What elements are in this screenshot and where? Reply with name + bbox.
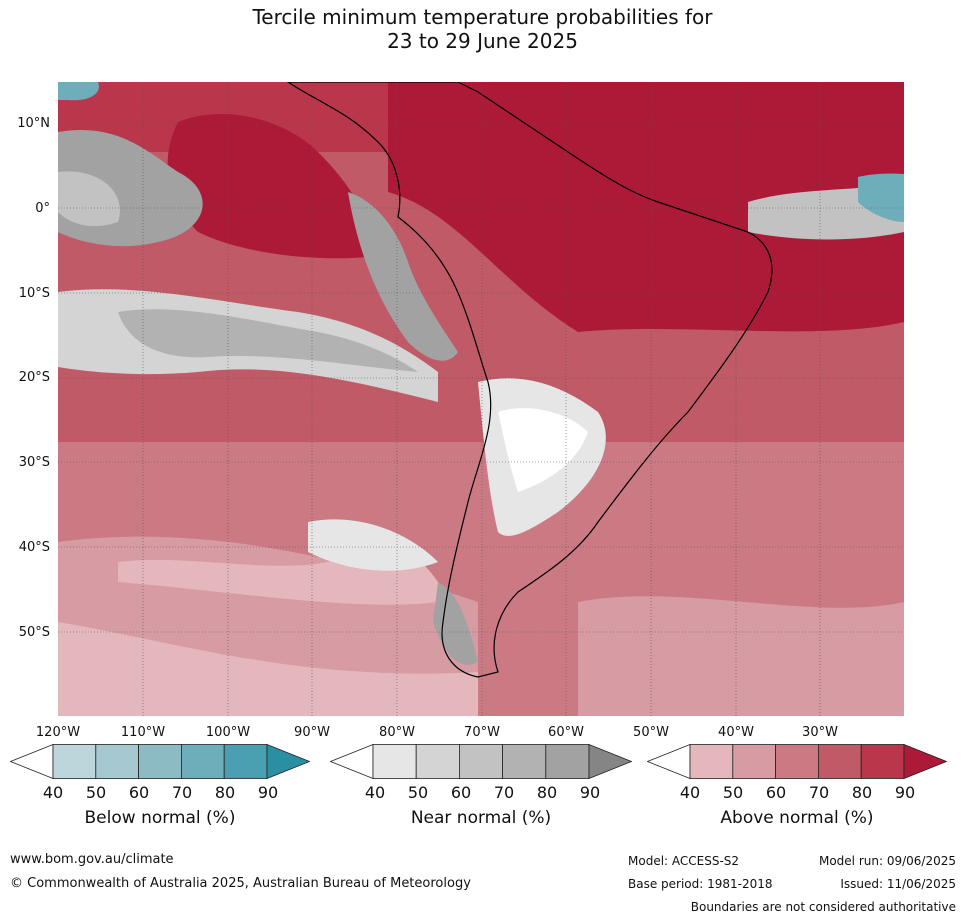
colorbar-high-extend xyxy=(588,743,633,780)
colorbar-label-below: Below normal (%) xyxy=(84,808,236,828)
lon-label: 110°W xyxy=(120,725,166,740)
colorbar-box xyxy=(52,744,97,779)
base-period-text: Base period: 1981-2018 xyxy=(628,877,773,891)
tick-label: 90 xyxy=(894,783,916,802)
tick-label: 40 xyxy=(42,783,64,802)
colorbar-box xyxy=(180,744,225,779)
tick-label: 50 xyxy=(407,783,429,802)
tick-label: 50 xyxy=(85,783,107,802)
lat-label: 10°S xyxy=(18,286,50,301)
lon-label: 60°W xyxy=(548,725,584,740)
model-text: Model: ACCESS-S2 xyxy=(628,854,740,868)
colorbar-near-normal xyxy=(329,743,633,780)
colorbar-svg xyxy=(329,743,633,780)
colorbar-svg xyxy=(646,743,948,780)
tick-label: 80 xyxy=(851,783,873,802)
tick-label: 60 xyxy=(128,783,150,802)
probability-map xyxy=(58,82,904,716)
map-title-line2: 23 to 29 June 2025 xyxy=(387,29,578,53)
colorbar-box xyxy=(372,744,417,779)
colorbar-label-above: Above normal (%) xyxy=(720,808,874,828)
colorbar-high-extend xyxy=(903,743,948,780)
coastline xyxy=(286,82,773,678)
map-title-line1: Tercile minimum temperature probabilitie… xyxy=(252,5,713,29)
tick-label: 70 xyxy=(493,783,515,802)
lon-label: 50°W xyxy=(633,725,669,740)
colorbar-low-extend xyxy=(646,743,691,780)
lon-label: 120°W xyxy=(35,725,81,740)
issued-text: Issued: 11/06/2025 xyxy=(840,877,956,891)
copyright-text: © Commonwealth of Australia 2025, Austra… xyxy=(10,876,471,891)
tick-label: 80 xyxy=(214,783,236,802)
colorbar-low-extend xyxy=(329,743,374,780)
tick-label: 50 xyxy=(722,783,744,802)
colorbar-box xyxy=(138,744,182,779)
tick-label: 70 xyxy=(808,783,830,802)
lat-label: 10°N xyxy=(17,116,50,131)
graticule xyxy=(58,82,904,716)
lat-label: 20°S xyxy=(18,370,50,385)
colorbar-below-normal xyxy=(9,743,311,780)
lon-label: 70°W xyxy=(464,725,500,740)
lat-label: 40°S xyxy=(18,540,50,555)
colorbar-label-near: Near normal (%) xyxy=(410,808,552,828)
colorbar-box xyxy=(689,744,734,779)
lat-label: 50°S xyxy=(18,625,50,640)
tick-label: 90 xyxy=(579,783,601,802)
colorbar-box xyxy=(458,744,503,779)
tick-label: 70 xyxy=(171,783,193,802)
tick-label: 60 xyxy=(450,783,472,802)
tick-label: 40 xyxy=(679,783,701,802)
lon-label: 30°W xyxy=(802,725,838,740)
colorbar-high-extend xyxy=(266,743,311,780)
colorbar-box xyxy=(732,744,777,779)
lat-label: 30°S xyxy=(18,455,50,470)
disclaimer-text: Boundaries are not considered authoritat… xyxy=(690,900,956,914)
tick-label: 90 xyxy=(257,783,279,802)
model-run-text: Model run: 09/06/2025 xyxy=(818,854,956,868)
lon-label: 100°W xyxy=(205,725,251,740)
website-link[interactable]: www.bom.gov.au/climate xyxy=(10,852,174,867)
map-canvas xyxy=(58,82,904,716)
lon-label: 40°W xyxy=(718,725,754,740)
lon-label: 80°W xyxy=(379,725,415,740)
colorbar-box xyxy=(817,744,862,779)
colorbar-box xyxy=(415,744,460,779)
colorbar-low-extend xyxy=(9,743,54,780)
colorbar-box xyxy=(545,744,590,779)
colorbar-box xyxy=(95,744,140,779)
tick-label: 80 xyxy=(536,783,558,802)
colorbar-above-normal xyxy=(646,743,948,780)
colorbar-box xyxy=(860,744,905,779)
tick-label: 40 xyxy=(364,783,386,802)
lat-label: 0° xyxy=(35,201,50,216)
colorbar-box xyxy=(223,744,268,779)
tick-label: 60 xyxy=(765,783,787,802)
colorbar-box xyxy=(502,744,547,779)
colorbar-box xyxy=(775,744,819,779)
colorbar-svg xyxy=(9,743,311,780)
lon-label: 90°W xyxy=(294,725,330,740)
